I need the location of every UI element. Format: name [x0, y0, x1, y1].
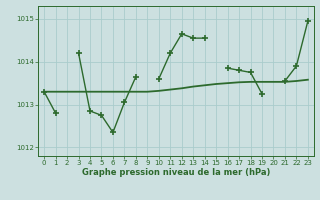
X-axis label: Graphe pression niveau de la mer (hPa): Graphe pression niveau de la mer (hPa): [82, 168, 270, 177]
